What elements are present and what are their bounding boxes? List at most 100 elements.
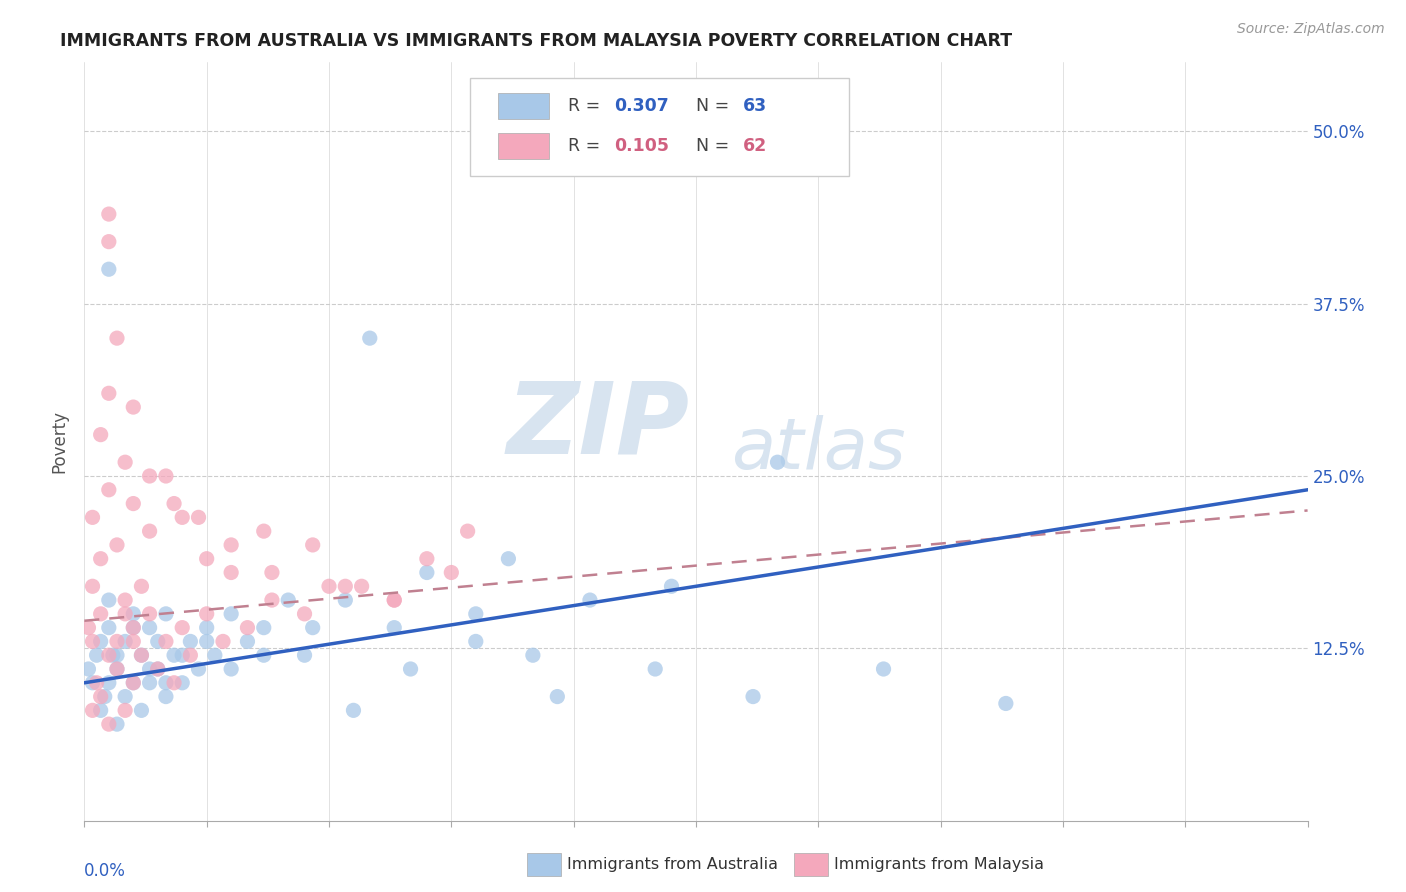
Point (342, 703, 364, 717)
Text: Source: ZipAtlas.com: Source: ZipAtlas.com (1237, 22, 1385, 37)
Point (82, 510, 104, 524)
Point (219, 607, 242, 621)
Point (77, 662, 100, 676)
Point (195, 551, 218, 566)
Y-axis label: Poverty: Poverty (51, 410, 69, 473)
Text: 0.0%: 0.0% (84, 863, 127, 880)
Point (219, 662, 242, 676)
Point (464, 634, 486, 648)
Point (253, 648, 276, 663)
Point (579, 593, 602, 607)
Point (86, 648, 108, 663)
Point (90, 551, 112, 566)
Point (105, 538, 128, 552)
Point (146, 662, 169, 676)
Point (187, 510, 209, 524)
Text: ZIP: ZIP (506, 378, 689, 475)
Point (440, 566, 463, 580)
Point (382, 593, 405, 607)
Point (498, 551, 520, 566)
Point (105, 717, 128, 731)
Point (97, 675, 120, 690)
Point (105, 648, 128, 663)
Point (260, 593, 283, 607)
Point (179, 648, 201, 663)
Point (105, 634, 128, 648)
Point (90, 607, 112, 621)
Point (97, 235, 120, 249)
Point (546, 690, 568, 704)
Point (399, 662, 422, 676)
Point (661, 579, 683, 593)
Point (359, 331, 381, 345)
Point (138, 469, 160, 483)
Point (219, 538, 242, 552)
Point (155, 675, 177, 690)
Point (105, 662, 128, 676)
Point (122, 607, 145, 621)
Point (90, 427, 112, 442)
Point (97, 386, 120, 401)
Point (335, 579, 357, 593)
Point (114, 690, 136, 704)
Point (172, 675, 194, 690)
Point (172, 621, 194, 635)
Point (82, 579, 104, 593)
Text: R =: R = (568, 136, 605, 155)
Point (114, 703, 136, 717)
Point (195, 621, 218, 635)
Point (195, 634, 218, 648)
Point (163, 675, 186, 690)
Text: N =: N = (696, 96, 735, 115)
Point (457, 524, 479, 538)
Point (994, 697, 1017, 711)
Point (195, 607, 218, 621)
Point (416, 566, 439, 580)
Point (77, 621, 100, 635)
Point (97, 483, 120, 497)
Point (138, 524, 160, 538)
Point (644, 662, 666, 676)
Point (90, 703, 112, 717)
Point (122, 497, 145, 511)
FancyBboxPatch shape (470, 78, 849, 177)
Point (163, 648, 186, 663)
Point (187, 662, 209, 676)
Point (105, 331, 128, 345)
FancyBboxPatch shape (498, 93, 550, 119)
Point (131, 579, 153, 593)
Point (138, 675, 160, 690)
Text: 62: 62 (742, 136, 766, 155)
Text: 0.307: 0.307 (614, 96, 669, 115)
Point (90, 634, 112, 648)
Point (416, 551, 439, 566)
Point (212, 634, 235, 648)
Point (114, 455, 136, 469)
Point (155, 690, 177, 704)
Point (82, 703, 104, 717)
Point (155, 469, 177, 483)
Point (253, 621, 276, 635)
Point (301, 538, 323, 552)
Point (131, 703, 153, 717)
Point (236, 621, 259, 635)
Point (122, 621, 145, 635)
Point (155, 634, 177, 648)
Point (93, 690, 115, 704)
Point (97, 593, 120, 607)
Point (872, 662, 894, 676)
Point (350, 579, 373, 593)
Point (294, 607, 316, 621)
Point (172, 648, 194, 663)
FancyBboxPatch shape (498, 133, 550, 159)
Point (114, 593, 136, 607)
Point (742, 690, 765, 704)
Point (101, 648, 124, 663)
Point (277, 593, 299, 607)
Point (122, 675, 145, 690)
Point (335, 593, 357, 607)
Point (294, 648, 316, 663)
Text: atlas: atlas (731, 415, 905, 483)
Point (260, 566, 283, 580)
Point (766, 455, 789, 469)
